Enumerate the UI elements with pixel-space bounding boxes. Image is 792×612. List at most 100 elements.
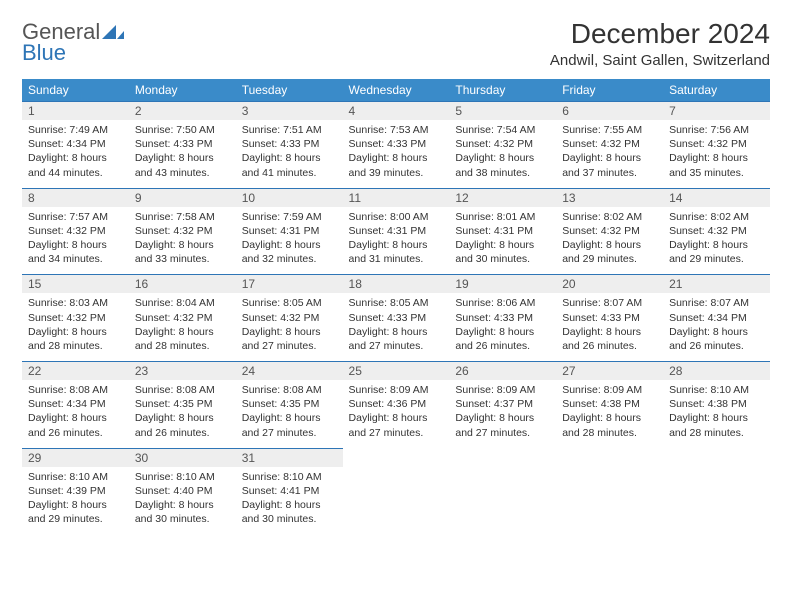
day-body: Sunrise: 8:10 AMSunset: 4:38 PMDaylight:… [663,380,770,448]
sunset-text: Sunset: 4:33 PM [562,311,657,325]
day-cell: 31Sunrise: 8:10 AMSunset: 4:41 PMDayligh… [236,448,343,534]
sunset-text: Sunset: 4:33 PM [349,137,444,151]
daylight1-text: Daylight: 8 hours [242,238,337,252]
sunrise-text: Sunrise: 7:53 AM [349,123,444,137]
calendar-week-row: 29Sunrise: 8:10 AMSunset: 4:39 PMDayligh… [22,448,770,534]
sunrise-text: Sunrise: 8:09 AM [562,383,657,397]
sunset-text: Sunset: 4:32 PM [135,224,230,238]
day-body: Sunrise: 8:07 AMSunset: 4:34 PMDaylight:… [663,293,770,361]
daylight2-text: and 26 minutes. [669,339,764,353]
day-cell: 24Sunrise: 8:08 AMSunset: 4:35 PMDayligh… [236,362,343,449]
day-number: 1 [22,102,129,120]
sunset-text: Sunset: 4:37 PM [455,397,550,411]
day-cell: 17Sunrise: 8:05 AMSunset: 4:32 PMDayligh… [236,275,343,362]
sunrise-text: Sunrise: 8:02 AM [562,210,657,224]
day-cell: 16Sunrise: 8:04 AMSunset: 4:32 PMDayligh… [129,275,236,362]
daylight2-text: and 29 minutes. [669,252,764,266]
day-cell: 27Sunrise: 8:09 AMSunset: 4:38 PMDayligh… [556,362,663,449]
day-body: Sunrise: 7:53 AMSunset: 4:33 PMDaylight:… [343,120,450,188]
day-body: Sunrise: 8:02 AMSunset: 4:32 PMDaylight:… [663,207,770,275]
day-body: Sunrise: 8:04 AMSunset: 4:32 PMDaylight:… [129,293,236,361]
day-body: Sunrise: 7:59 AMSunset: 4:31 PMDaylight:… [236,207,343,275]
day-body: Sunrise: 8:10 AMSunset: 4:41 PMDaylight:… [236,467,343,535]
sunset-text: Sunset: 4:32 PM [562,224,657,238]
day-number: 12 [449,189,556,207]
day-body: Sunrise: 8:08 AMSunset: 4:35 PMDaylight:… [236,380,343,448]
sunrise-text: Sunrise: 7:57 AM [28,210,123,224]
daylight2-text: and 26 minutes. [562,339,657,353]
daylight2-text: and 26 minutes. [135,426,230,440]
daylight2-text: and 28 minutes. [669,426,764,440]
sunset-text: Sunset: 4:35 PM [135,397,230,411]
day-number: 3 [236,102,343,120]
daylight2-text: and 41 minutes. [242,166,337,180]
day-body: Sunrise: 7:58 AMSunset: 4:32 PMDaylight:… [129,207,236,275]
sunset-text: Sunset: 4:32 PM [28,224,123,238]
day-number: 16 [129,275,236,293]
sunset-text: Sunset: 4:38 PM [669,397,764,411]
logo-sail-icon [102,22,124,43]
day-number: 7 [663,102,770,120]
daylight1-text: Daylight: 8 hours [28,498,123,512]
calendar-body: 1Sunrise: 7:49 AMSunset: 4:34 PMDaylight… [22,102,770,535]
day-number: 13 [556,189,663,207]
sunset-text: Sunset: 4:31 PM [349,224,444,238]
day-cell: 9Sunrise: 7:58 AMSunset: 4:32 PMDaylight… [129,188,236,275]
calendar-week-row: 8Sunrise: 7:57 AMSunset: 4:32 PMDaylight… [22,188,770,275]
daylight1-text: Daylight: 8 hours [242,498,337,512]
daylight1-text: Daylight: 8 hours [135,151,230,165]
day-body: Sunrise: 8:06 AMSunset: 4:33 PMDaylight:… [449,293,556,361]
title-block: December 2024 Andwil, Saint Gallen, Swit… [550,18,770,69]
day-cell: 2Sunrise: 7:50 AMSunset: 4:33 PMDaylight… [129,102,236,189]
sunset-text: Sunset: 4:32 PM [562,137,657,151]
day-number: 28 [663,362,770,380]
sunrise-text: Sunrise: 8:07 AM [562,296,657,310]
day-cell: 1Sunrise: 7:49 AMSunset: 4:34 PMDaylight… [22,102,129,189]
weekday-header: Saturday [663,79,770,102]
day-body: Sunrise: 8:05 AMSunset: 4:33 PMDaylight:… [343,293,450,361]
sunset-text: Sunset: 4:32 PM [669,137,764,151]
daylight2-text: and 28 minutes. [28,339,123,353]
daylight1-text: Daylight: 8 hours [455,238,550,252]
day-body: Sunrise: 8:09 AMSunset: 4:37 PMDaylight:… [449,380,556,448]
sunrise-text: Sunrise: 8:01 AM [455,210,550,224]
sunrise-text: Sunrise: 8:09 AM [349,383,444,397]
daylight2-text: and 38 minutes. [455,166,550,180]
day-cell: 3Sunrise: 7:51 AMSunset: 4:33 PMDaylight… [236,102,343,189]
sunrise-text: Sunrise: 8:08 AM [135,383,230,397]
daylight1-text: Daylight: 8 hours [455,325,550,339]
sunset-text: Sunset: 4:41 PM [242,484,337,498]
location-text: Andwil, Saint Gallen, Switzerland [550,52,770,69]
sunrise-text: Sunrise: 8:03 AM [28,296,123,310]
daylight2-text: and 27 minutes. [242,339,337,353]
day-cell: 30Sunrise: 8:10 AMSunset: 4:40 PMDayligh… [129,448,236,534]
sunset-text: Sunset: 4:34 PM [28,137,123,151]
daylight1-text: Daylight: 8 hours [669,325,764,339]
day-number: 25 [343,362,450,380]
sunrise-text: Sunrise: 8:10 AM [669,383,764,397]
sunset-text: Sunset: 4:35 PM [242,397,337,411]
daylight2-text: and 31 minutes. [349,252,444,266]
calendar-week-row: 22Sunrise: 8:08 AMSunset: 4:34 PMDayligh… [22,362,770,449]
day-cell: 8Sunrise: 7:57 AMSunset: 4:32 PMDaylight… [22,188,129,275]
sunrise-text: Sunrise: 8:07 AM [669,296,764,310]
day-cell: 28Sunrise: 8:10 AMSunset: 4:38 PMDayligh… [663,362,770,449]
daylight2-text: and 44 minutes. [28,166,123,180]
daylight1-text: Daylight: 8 hours [28,151,123,165]
day-cell: 14Sunrise: 8:02 AMSunset: 4:32 PMDayligh… [663,188,770,275]
daylight2-text: and 43 minutes. [135,166,230,180]
day-number: 14 [663,189,770,207]
weekday-header: Sunday [22,79,129,102]
day-cell: 29Sunrise: 8:10 AMSunset: 4:39 PMDayligh… [22,448,129,534]
day-number: 5 [449,102,556,120]
day-body: Sunrise: 7:55 AMSunset: 4:32 PMDaylight:… [556,120,663,188]
sunrise-text: Sunrise: 8:09 AM [455,383,550,397]
day-number: 6 [556,102,663,120]
brand-blue: Blue [22,40,66,65]
weekday-header: Thursday [449,79,556,102]
sunrise-text: Sunrise: 8:05 AM [349,296,444,310]
daylight1-text: Daylight: 8 hours [242,411,337,425]
daylight2-text: and 30 minutes. [135,512,230,526]
day-number: 21 [663,275,770,293]
day-number: 29 [22,449,129,467]
